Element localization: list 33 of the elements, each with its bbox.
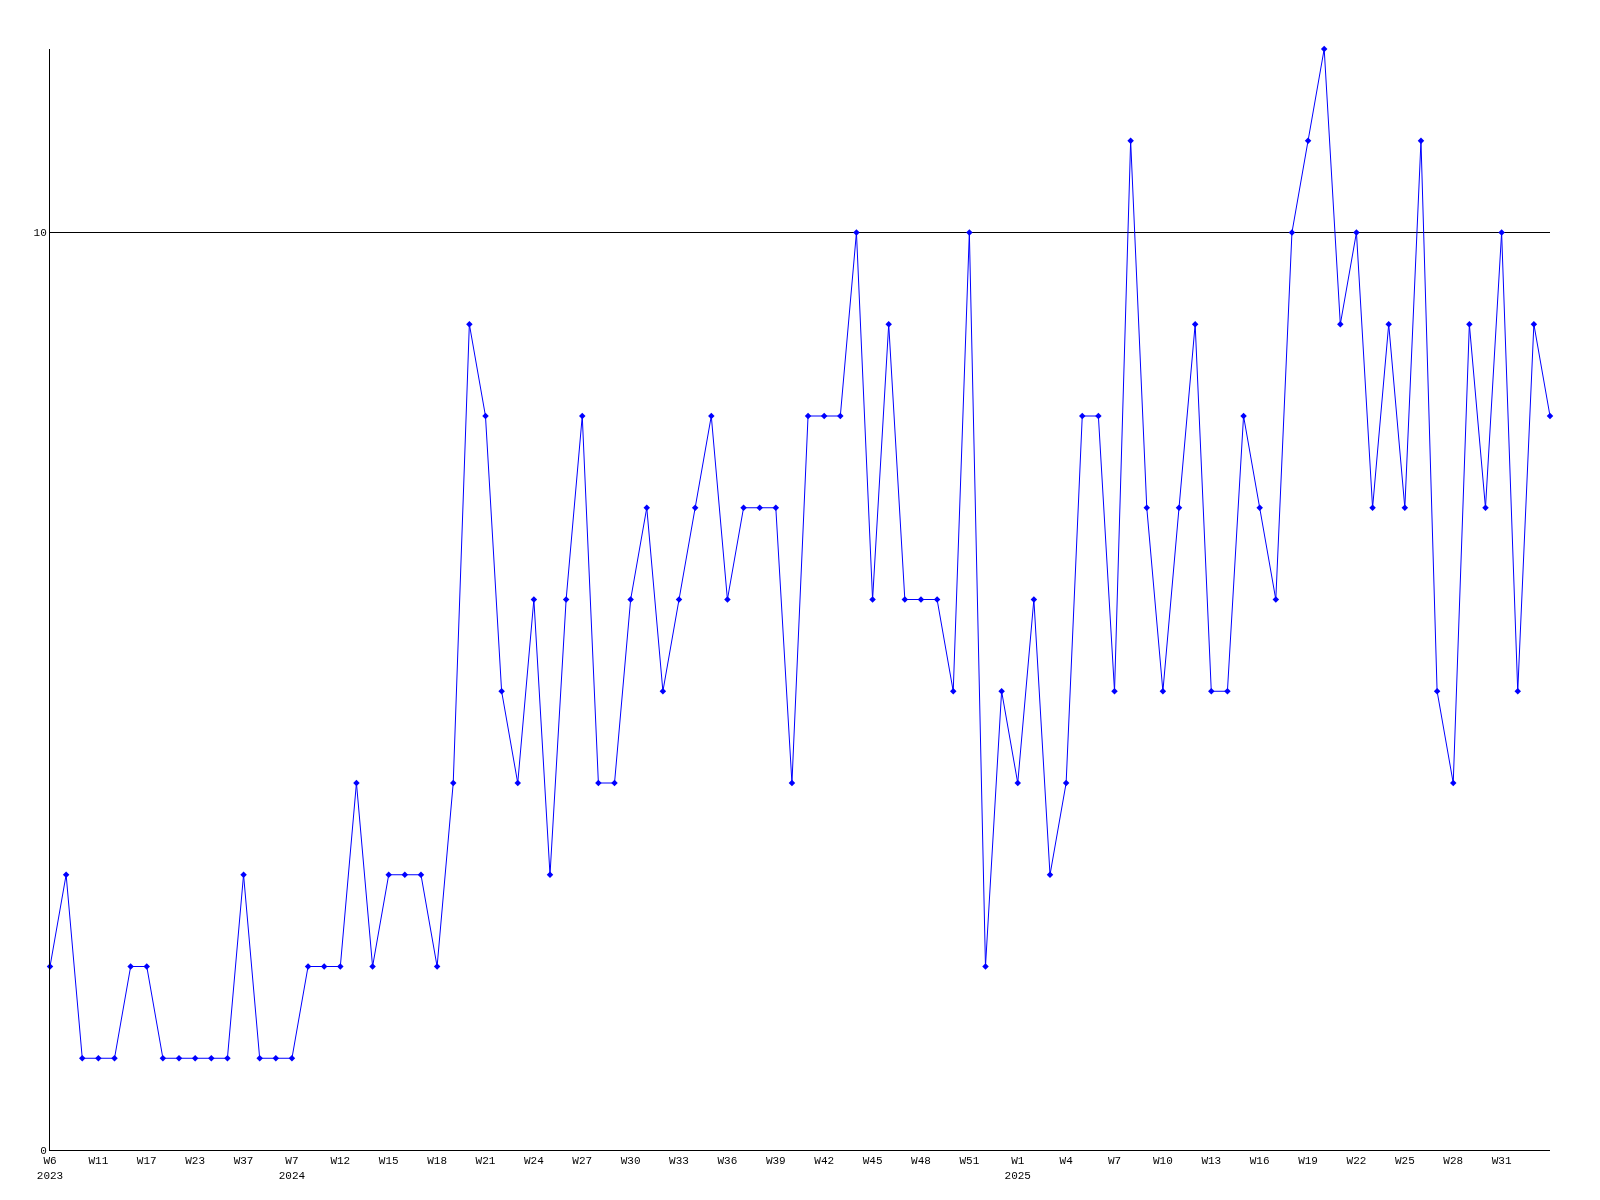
x-tick-label: W39 (765, 1155, 786, 1168)
x-tick-label: W24 (523, 1155, 545, 1168)
x-tick-label: W13 (1201, 1155, 1222, 1168)
x-tick-label: W17 (136, 1155, 157, 1168)
y-tick-label: 10 (33, 227, 47, 240)
x-tick-label: W7 2024 (278, 1155, 306, 1182)
x-tick-label: W22 (1346, 1155, 1367, 1168)
x-tick-label: W33 (669, 1155, 689, 1168)
y-tick-label: 0 (40, 1144, 47, 1157)
x-tick-label: W30 (620, 1155, 641, 1168)
x-tick-label: W15 (378, 1155, 399, 1168)
x-tick-label: W1 2025 (1004, 1155, 1031, 1182)
x-tick-label: W18 (427, 1155, 448, 1168)
x-tick-label: W7 (1107, 1155, 1122, 1168)
x-tick-label: W6 2023 (36, 1155, 64, 1182)
x-tick-label: W42 (814, 1155, 835, 1168)
x-tick-label: W48 (911, 1155, 931, 1168)
x-tick-label: W37 (233, 1155, 254, 1168)
x-tick-label: W31 (1491, 1155, 1512, 1168)
x-tick-label: W12 (330, 1155, 351, 1168)
x-tick-label: W36 (717, 1155, 738, 1168)
x-tick-label: W28 (1443, 1155, 1464, 1168)
x-tick-label: W11 (88, 1155, 109, 1168)
x-tick-label: W23 (185, 1155, 206, 1168)
x-tick-label: W16 (1249, 1155, 1270, 1168)
x-tick-label: W27 (572, 1155, 593, 1168)
x-tick-label: W19 (1298, 1155, 1318, 1168)
x-tick-label: W21 (475, 1155, 496, 1168)
x-tick-label: W51 (959, 1155, 980, 1168)
x-tick-label: W10 (1152, 1155, 1173, 1168)
x-tick-label: W45 (862, 1155, 883, 1168)
x-tick-label: W25 (1394, 1155, 1415, 1168)
x-tick-label: W4 (1059, 1155, 1074, 1168)
